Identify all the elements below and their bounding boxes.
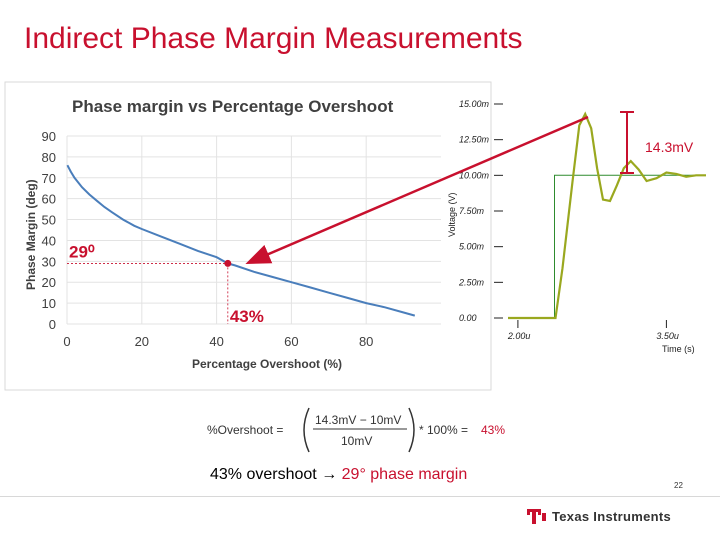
pm-chart-title: Phase margin vs Percentage Overshoot (72, 97, 394, 116)
pm-curve (66, 164, 416, 317)
pm-y-ticks: 0 10 20 30 40 50 60 70 80 90 (42, 129, 56, 332)
link-arrow (245, 115, 589, 264)
slide-title: Indirect Phase Margin Measurements (24, 22, 523, 55)
pm-chart-frame (4, 81, 492, 391)
pm-x-tick-label: 40 (209, 334, 223, 349)
pm-x-tick-label: 20 (135, 334, 149, 349)
scope-chart-group: 0.00 2.50m 5.00m 7.50m 10.00m 12.50m 15.00m 2.… (447, 95, 712, 354)
caption-prefix: 43% overshoot (210, 466, 322, 483)
pm-annotation-overshoot: 43% (230, 307, 264, 326)
pm-x-tick-label: 80 (359, 334, 373, 349)
formula-lhs: %Overshoot = (207, 423, 283, 437)
scope-plot-area (502, 95, 712, 320)
ti-logo-icon (527, 509, 546, 524)
pm-y-tick-label: 80 (42, 150, 56, 165)
overshoot-formula: %Overshoot = 14.3mV − 10mV 10mV * 100% =… (207, 407, 505, 453)
formula-denominator: 10mV (341, 434, 372, 448)
scope-x-tick-label: 3.50u (656, 331, 679, 341)
formula-result: 43% (481, 423, 505, 437)
pm-y-tick-label: 30 (42, 254, 56, 269)
pm-y-tick-label: 50 (42, 213, 56, 228)
formula-right-paren (408, 407, 415, 453)
scope-y-axis-label: Voltage (V) (447, 192, 457, 237)
pm-y-tick-label: 90 (42, 129, 56, 144)
pm-x-ticks: 0 20 40 60 80 (63, 334, 373, 349)
scope-y-tick-label: 7.50m (459, 206, 485, 216)
scope-x-ticks: 2.00u 3.50u (507, 320, 679, 341)
pm-chart-group: Phase margin vs Percentage Overshoot 0 10… (4, 81, 492, 391)
pm-y-tick-label: 70 (42, 171, 56, 186)
pm-operating-point (224, 259, 232, 267)
pm-y-tick-label: 40 (42, 233, 56, 248)
pm-x-axis-label: Percentage Overshoot (%) (192, 357, 342, 371)
pm-annotation-angle: 29⁰ (69, 242, 95, 261)
scope-x-tick-label: 2.00u (507, 331, 531, 341)
formula-numerator: 14.3mV − 10mV (315, 413, 401, 427)
pm-x-tick-label: 0 (63, 334, 70, 349)
scope-y-ticks: 0.00 2.50m 5.00m 7.50m 10.00m 12.50m 15.00m (458, 99, 503, 323)
page-number: 22 (674, 481, 683, 490)
scope-y-tick-label: 0.00 (459, 313, 477, 323)
scope-x-axis-label: Time (s) (662, 344, 695, 354)
scope-y-tick-label: 15.00m (459, 99, 490, 109)
pm-y-tick-label: 10 (42, 296, 56, 311)
pm-y-tick-label: 60 (42, 192, 56, 207)
formula-factor: * 100% = (419, 423, 468, 437)
conclusion-caption: 43% overshoot → 29° phase margin (210, 466, 467, 484)
overshoot-bracket (620, 111, 634, 174)
formula-left-paren (303, 407, 310, 453)
scope-y-tick-label: 12.50m (459, 135, 490, 145)
footer-bar (0, 496, 720, 541)
pm-x-tick-label: 60 (284, 334, 298, 349)
brand-name: Texas Instruments (552, 509, 672, 524)
scope-y-tick-label: 5.00m (459, 242, 485, 252)
caption-highlight: 29° phase margin (341, 466, 468, 483)
scope-y-tick-label: 10.00m (459, 170, 490, 180)
pm-y-tick-label: 20 (42, 275, 56, 290)
caption-arrow-icon: → (321, 466, 338, 483)
scope-y-tick-label: 2.50m (458, 277, 485, 287)
scope-response-trace (508, 111, 706, 320)
overshoot-label: 14.3mV (645, 139, 694, 155)
pm-y-axis-label: Phase Margin (deg) (24, 179, 38, 290)
pm-y-tick-label: 0 (49, 317, 56, 332)
